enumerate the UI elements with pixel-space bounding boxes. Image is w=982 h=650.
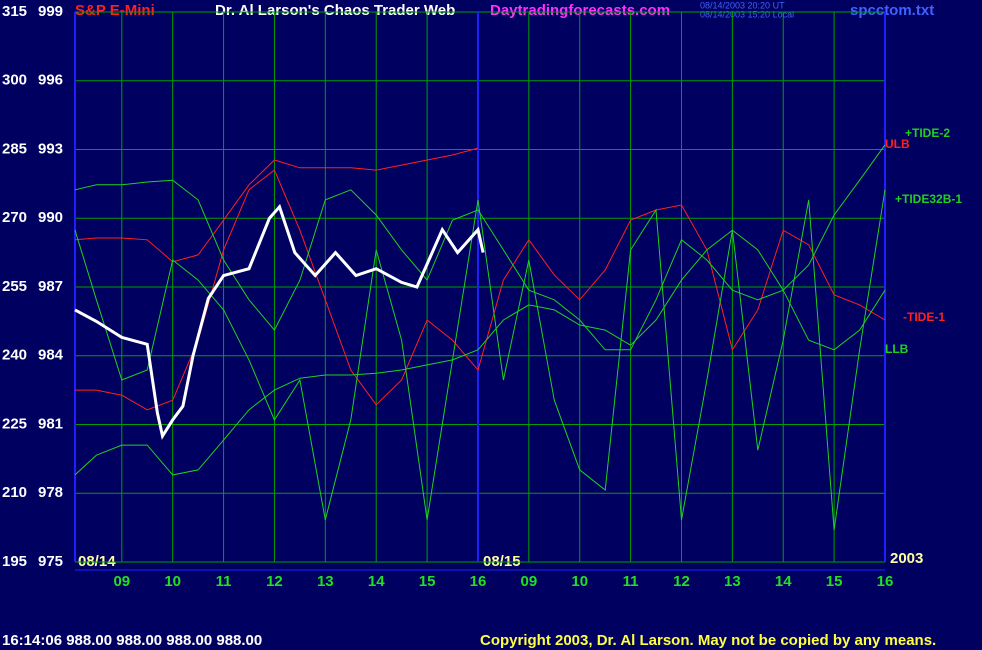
x-tick-label: 11 [623,573,639,590]
y2-tick-label: 990 [38,209,63,226]
x-tick-label: 16 [470,573,487,590]
y2-tick-label: 978 [38,484,63,501]
y-tick-label: 255 [2,278,27,295]
series-line [74,229,886,476]
y-tick-label: 240 [2,347,27,364]
website: Daytradingforecasts.com [490,2,670,19]
x-tick-label: 14 [368,573,385,590]
date-label: 08/14 [78,553,116,570]
series-line [74,189,886,530]
timestamp-ut: 08/14/2003 20:20 UT [700,0,785,10]
x-tick-label: 11 [216,573,232,590]
legend-label: +TIDE-2 [905,126,950,140]
series-line [74,147,479,263]
y2-tick-label: 981 [38,415,63,432]
y-tick-label: 270 [2,209,27,226]
x-tick-label: 15 [419,573,436,590]
chart-title: S&P E-Mini [75,2,155,19]
date-label: 2003 [890,550,923,567]
x-tick-label: 15 [826,573,843,590]
legend-label: -TIDE-1 [903,310,945,324]
x-tick-label: 12 [266,573,283,590]
x-tick-label: 12 [673,573,690,590]
y-tick-label: 225 [2,415,27,432]
x-tick-label: 10 [571,573,588,590]
x-tick-label: 13 [317,573,334,590]
series-line [74,144,886,351]
y-tick-label: 315 [2,3,27,20]
x-tick-label: 13 [724,573,741,590]
date-label: 08/15 [483,553,521,570]
y2-tick-label: 999 [38,3,63,20]
x-tick-label: 16 [877,573,894,590]
x-tick-label: 10 [164,573,181,590]
y-tick-label: 195 [2,553,27,570]
status-line: 16:14:06 988.00 988.00 988.00 988.00 [2,632,262,649]
y2-tick-label: 987 [38,278,63,295]
y-tick-label: 300 [2,72,27,89]
legend-label: +TIDE32B-1 [895,192,962,206]
x-tick-label: 14 [775,573,792,590]
y-tick-label: 210 [2,484,27,501]
legend-label: LLB [885,342,909,356]
y2-tick-label: 984 [38,347,64,364]
file-name: spcctom.txt [850,2,934,19]
legend-label: ULB [885,137,910,151]
y-tick-label: 285 [2,140,27,157]
x-tick-label: 09 [521,573,538,590]
copyright: Copyright 2003, Dr. Al Larson. May not b… [480,632,936,649]
y2-tick-label: 993 [38,140,63,157]
y2-tick-label: 975 [38,553,63,570]
y2-tick-label: 996 [38,72,63,89]
price-line [74,203,485,440]
chart-subtitle: Dr. Al Larson's Chaos Trader Web [215,2,455,19]
x-tick-label: 09 [113,573,130,590]
timestamp-local: 08/14/2003 15:20 Local [700,9,794,19]
